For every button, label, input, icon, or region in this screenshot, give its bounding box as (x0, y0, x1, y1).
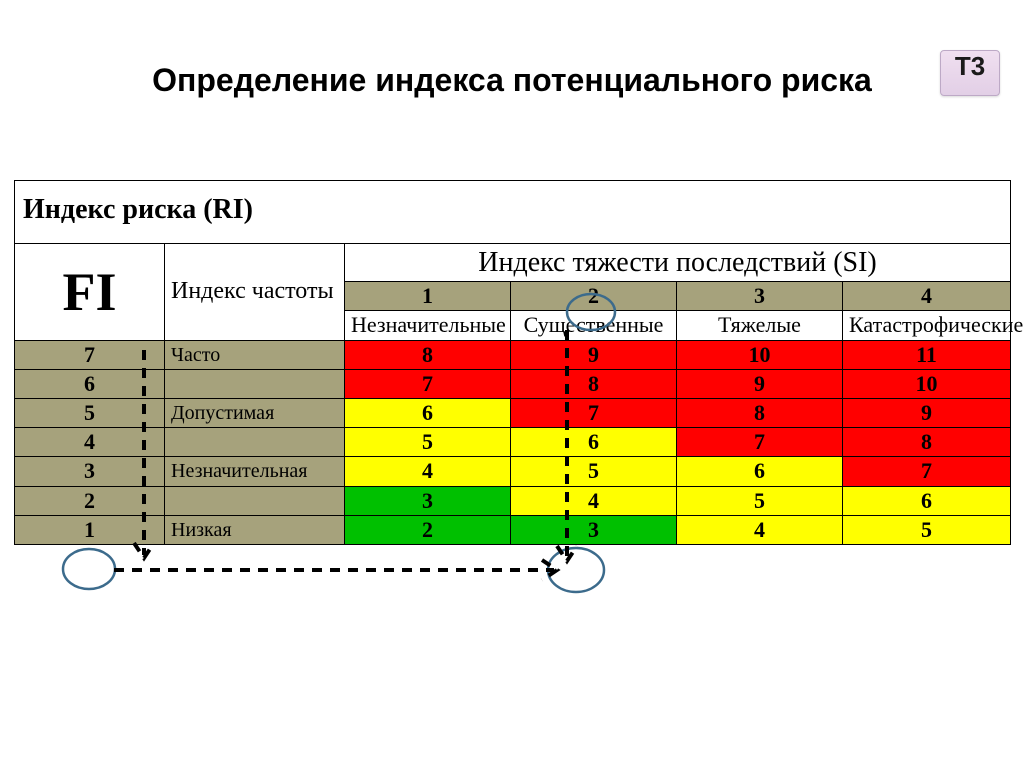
freq-label (165, 486, 345, 515)
si-label-4: Катастрофические (843, 311, 1011, 340)
ri-cell: 7 (677, 428, 843, 457)
ri-cell: 11 (843, 340, 1011, 369)
table-row: 4 5678 (15, 428, 1011, 457)
ri-cell: 4 (345, 457, 511, 486)
ri-cell: 6 (677, 457, 843, 486)
table-row: 2 3456 (15, 486, 1011, 515)
ri-cell: 5 (511, 457, 677, 486)
si-number-3: 3 (677, 282, 843, 311)
risk-matrix-table: Индекс риска (RI)FIИндекс частотыИндекс … (14, 180, 1011, 545)
ri-cell: 2 (345, 515, 511, 544)
freq-label: Незначительная (165, 457, 345, 486)
table-row: 3Незначительная4567 (15, 457, 1011, 486)
annotation-circle (548, 548, 604, 592)
si-label-3: Тяжелые (677, 311, 843, 340)
ri-cell: 7 (511, 398, 677, 427)
fi-value: 5 (15, 398, 165, 427)
fi-value: 4 (15, 428, 165, 457)
ri-cell: 4 (677, 515, 843, 544)
ri-cell: 5 (677, 486, 843, 515)
ri-cell: 8 (677, 398, 843, 427)
annotation-circle (63, 549, 115, 589)
fi-value: 3 (15, 457, 165, 486)
freq-label: Низкая (165, 515, 345, 544)
ri-cell: 5 (345, 428, 511, 457)
si-label-2: Существенные (511, 311, 677, 340)
ri-cell: 3 (345, 486, 511, 515)
freq-label: Часто (165, 340, 345, 369)
ri-cell: 10 (677, 340, 843, 369)
table-row: Индекс риска (RI) (15, 181, 1011, 244)
ri-cell: 7 (843, 457, 1011, 486)
ri-cell: 8 (511, 369, 677, 398)
freq-label: Допустимая (165, 398, 345, 427)
ri-cell: 10 (843, 369, 1011, 398)
fi-value: 6 (15, 369, 165, 398)
ri-title-cell: Индекс риска (RI) (15, 181, 1011, 244)
ri-cell: 6 (345, 398, 511, 427)
si-title-cell: Индекс тяжести последствий (SI) (345, 243, 1011, 282)
slide: Определение индекса потенциального риска… (0, 0, 1024, 768)
ri-cell: 6 (843, 486, 1011, 515)
table-row: 7Часто891011 (15, 340, 1011, 369)
ri-cell: 5 (843, 515, 1011, 544)
ri-cell: 9 (843, 398, 1011, 427)
freq-label (165, 369, 345, 398)
si-number-4: 4 (843, 282, 1011, 311)
si-label-1: Незначительные (345, 311, 511, 340)
fi-value: 7 (15, 340, 165, 369)
ri-cell: 9 (511, 340, 677, 369)
page-title: Определение индекса потенциального риска (0, 60, 1024, 100)
fi-label-cell: Индекс частоты (165, 243, 345, 340)
table-row: 1Низкая2345 (15, 515, 1011, 544)
ri-cell: 8 (843, 428, 1011, 457)
ri-cell: 8 (345, 340, 511, 369)
si-number-2: 2 (511, 282, 677, 311)
si-number-1: 1 (345, 282, 511, 311)
ri-cell: 7 (345, 369, 511, 398)
risk-table-wrap: Индекс риска (RI)FIИндекс частотыИндекс … (14, 180, 1010, 545)
table-row: 6 78910 (15, 369, 1011, 398)
ri-cell: 4 (511, 486, 677, 515)
ri-cell: 3 (511, 515, 677, 544)
ri-cell: 6 (511, 428, 677, 457)
freq-label (165, 428, 345, 457)
badge-t3: Т3 (940, 50, 1000, 96)
table-row: 5Допустимая6789 (15, 398, 1011, 427)
fi-big-cell: FI (15, 243, 165, 340)
ri-cell: 9 (677, 369, 843, 398)
fi-value: 2 (15, 486, 165, 515)
fi-value: 1 (15, 515, 165, 544)
table-row: FIИндекс частотыИндекс тяжести последств… (15, 243, 1011, 282)
